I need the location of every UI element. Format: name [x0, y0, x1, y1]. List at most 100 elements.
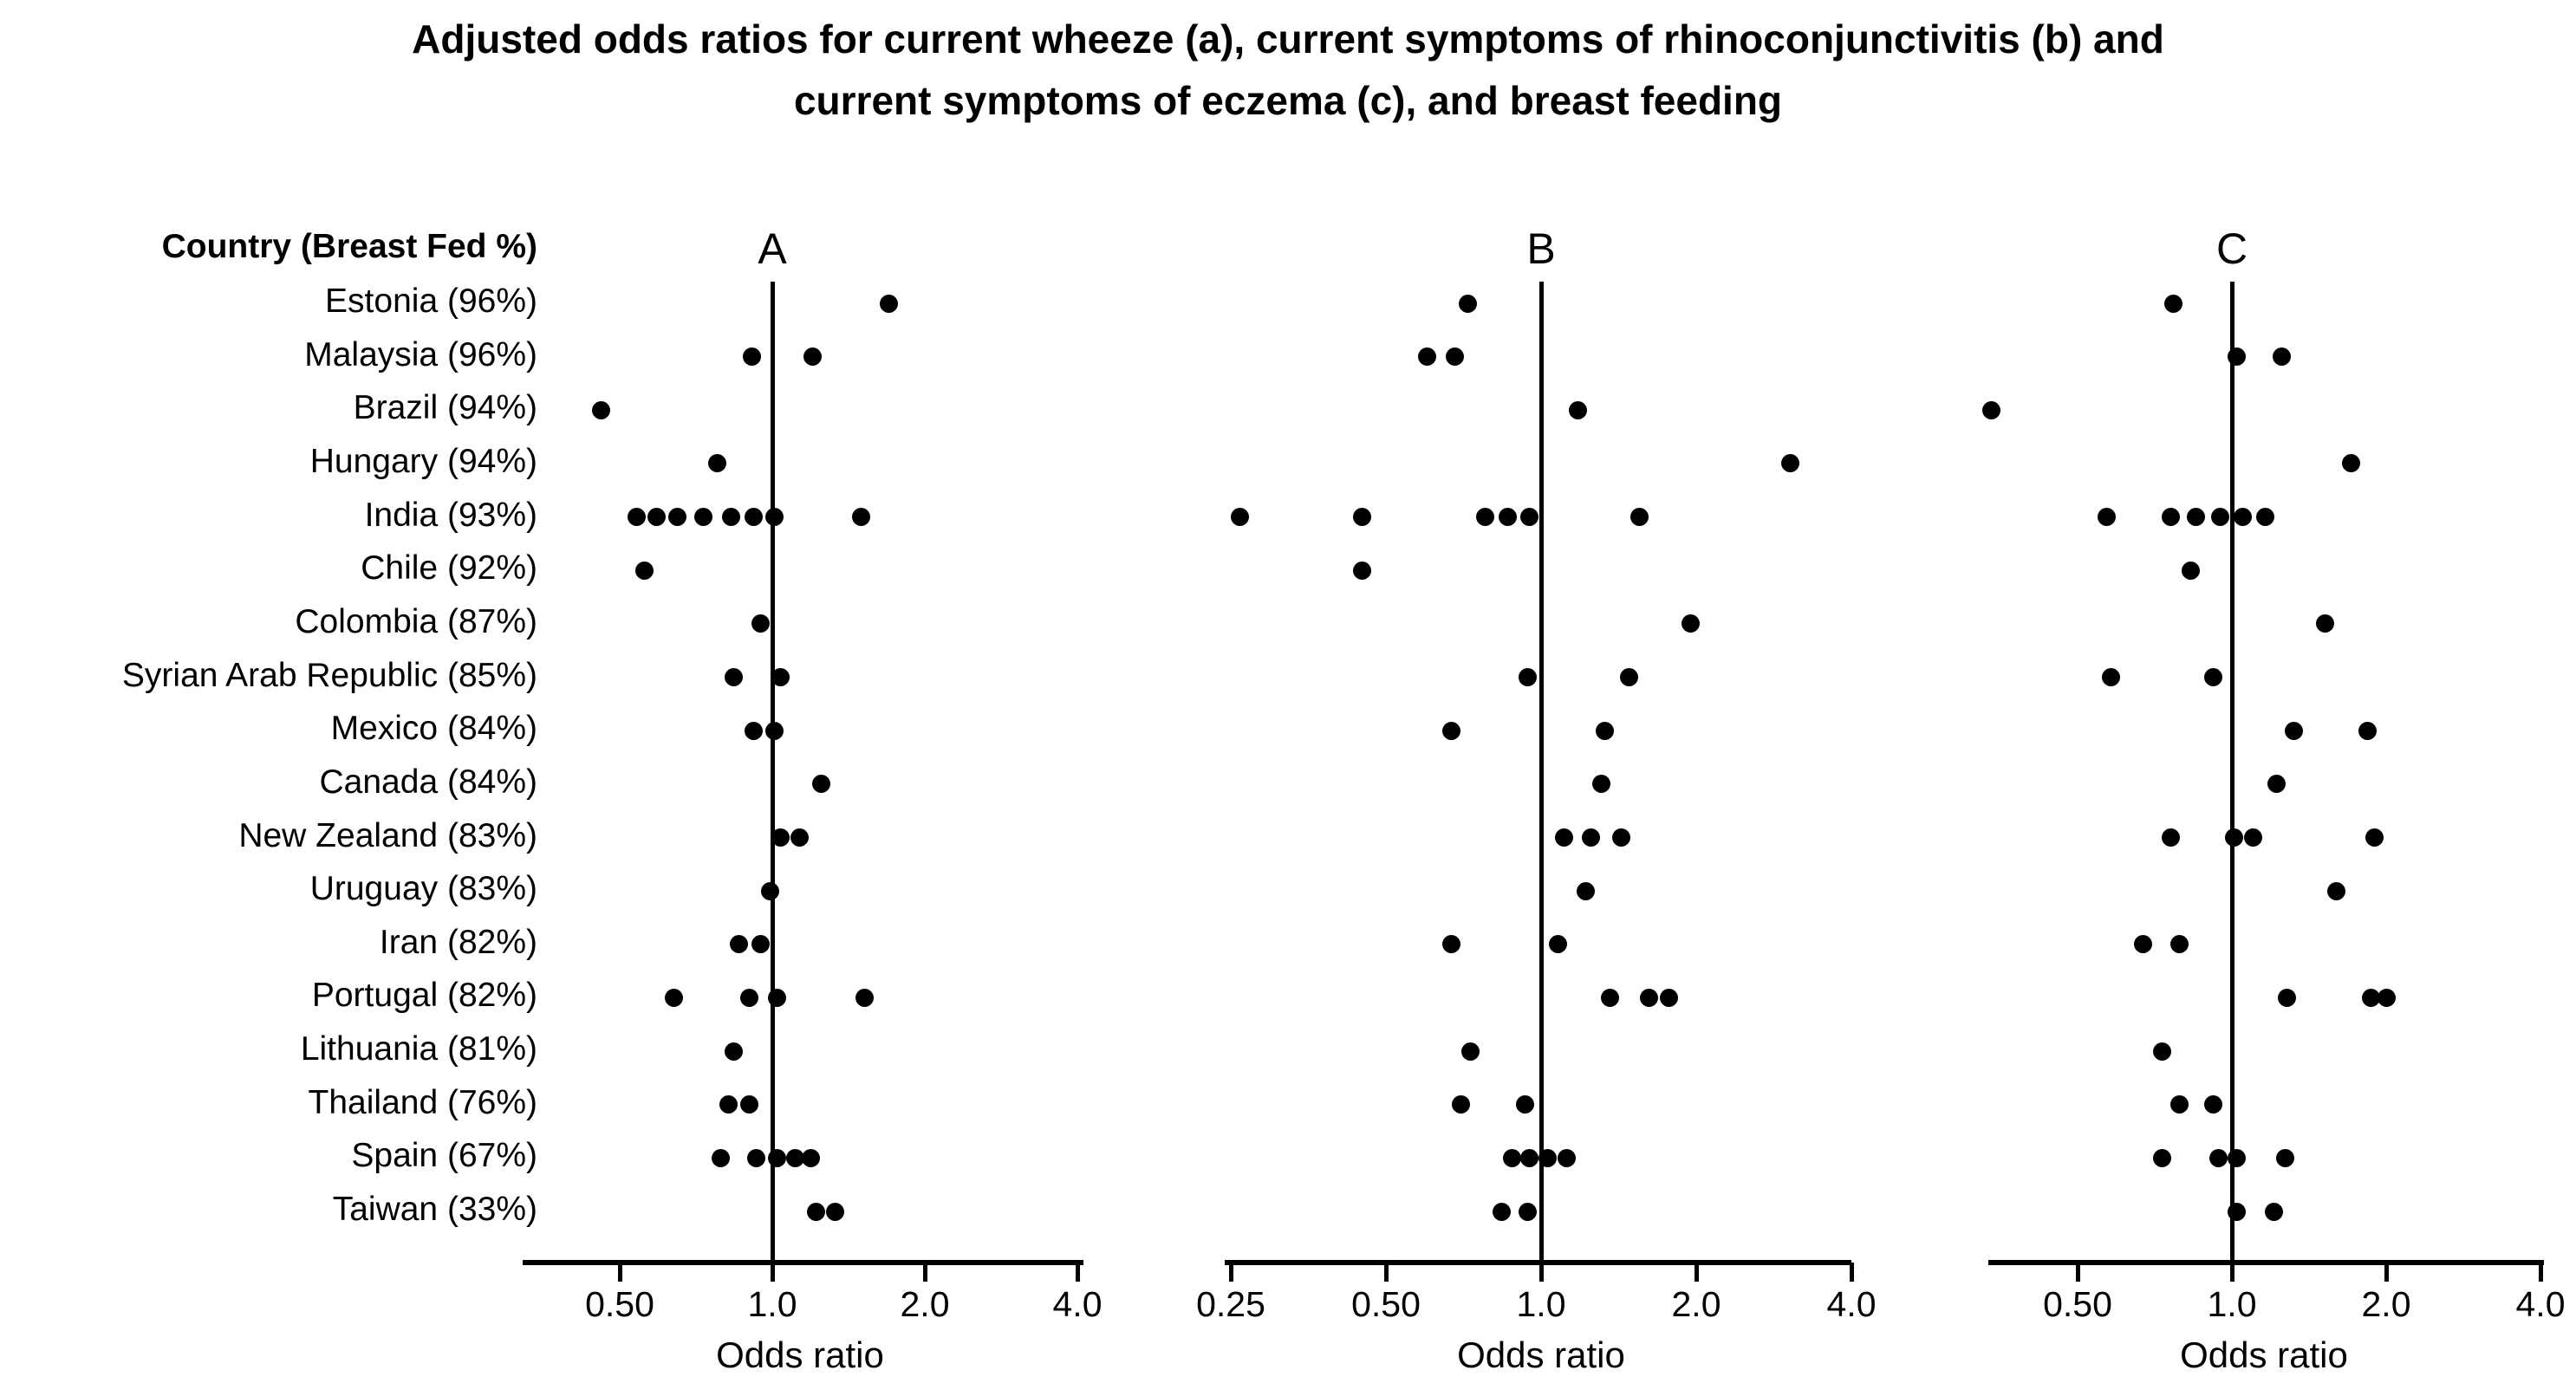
data-point [1515, 1095, 1534, 1114]
data-point [767, 1148, 786, 1167]
country-label: New Zealand (83%) [238, 816, 537, 854]
x-axis-tick [1850, 1263, 1854, 1282]
data-point [785, 1148, 804, 1167]
data-point [2234, 508, 2253, 527]
x-axis-tick [2230, 1263, 2234, 1282]
data-point [719, 1095, 738, 1114]
panel-letter-b: B [1526, 224, 1556, 273]
data-point [2365, 828, 2384, 847]
data-point [771, 828, 790, 847]
country-label: Chile (92%) [361, 549, 537, 588]
country-label: Colombia (87%) [295, 602, 537, 640]
data-point [2101, 668, 2120, 687]
data-point [2211, 508, 2230, 527]
data-point [1461, 1042, 1480, 1061]
data-point [739, 1095, 758, 1114]
reference-line-or-1 [2230, 282, 2234, 1263]
data-point [2152, 1042, 2171, 1061]
data-point [2284, 721, 2303, 740]
x-axis-tick-label: 2.0 [900, 1284, 950, 1324]
data-point [693, 508, 712, 527]
data-point [1538, 1148, 1558, 1167]
data-point [1518, 1202, 1537, 1221]
data-point [2377, 988, 2396, 1007]
data-point [1681, 614, 1700, 633]
data-point [1555, 828, 1574, 847]
x-axis-tick [1076, 1263, 1080, 1282]
x-axis-tick-label: 2.0 [2361, 1284, 2411, 1324]
data-point [2133, 935, 2152, 954]
country-label: Syrian Arab Republic (85%) [121, 656, 537, 694]
x-axis-tick [2384, 1263, 2389, 1282]
data-point [790, 828, 809, 847]
data-point [765, 721, 784, 740]
figure-title-line1: Adjusted odds ratios for current wheeze … [412, 16, 2164, 62]
x-axis-line [523, 1260, 1083, 1265]
data-point [2186, 508, 2205, 527]
data-point [1353, 561, 1372, 580]
country-label: India (93%) [364, 496, 537, 534]
data-point [812, 775, 831, 794]
data-point [2169, 1095, 2189, 1114]
data-point [801, 1148, 820, 1167]
country-label: Malaysia (96%) [304, 335, 537, 373]
data-point [1659, 988, 1678, 1007]
data-point [2227, 1202, 2246, 1221]
data-point [2342, 454, 2361, 473]
data-point [1592, 775, 1611, 794]
data-point [2204, 1095, 2223, 1114]
data-point [1640, 988, 1659, 1007]
x-axis-title: Odds ratio [2180, 1334, 2348, 1375]
reference-line-or-1 [771, 282, 775, 1263]
country-label: Estonia (96%) [325, 282, 537, 320]
country-label: Thailand (76%) [308, 1083, 537, 1121]
data-point [1498, 508, 1517, 527]
data-point [803, 347, 822, 367]
data-point [880, 294, 899, 313]
data-point [722, 508, 741, 527]
country-label: Brazil (94%) [353, 389, 537, 427]
data-point [1557, 1148, 1576, 1167]
data-point [2277, 988, 2296, 1007]
data-point [725, 668, 744, 687]
x-axis-tick [618, 1263, 622, 1282]
country-label: Portugal (82%) [311, 977, 537, 1015]
data-point [1230, 508, 1249, 527]
data-point [592, 400, 611, 419]
x-axis-tick-label: 1.0 [1516, 1284, 1566, 1324]
panel-letter-a: A [758, 224, 787, 273]
row-header: Country (Breast Fed %) [161, 228, 537, 265]
data-point [2225, 828, 2244, 847]
country-label: Uruguay (83%) [309, 870, 537, 908]
data-point [647, 508, 666, 527]
data-point [2227, 1148, 2246, 1167]
x-axis-tick [1229, 1263, 1233, 1282]
data-point [2181, 561, 2200, 580]
x-axis-tick-label: 1.0 [2207, 1284, 2257, 1324]
country-label: Iran (82%) [379, 923, 537, 961]
data-point [2227, 347, 2246, 367]
x-axis-title: Odds ratio [716, 1334, 884, 1375]
x-axis-tick-label: 2.0 [1671, 1284, 1721, 1324]
x-axis-tick-label: 0.50 [1351, 1284, 1421, 1324]
data-point [1417, 347, 1436, 367]
data-point [635, 561, 654, 580]
data-point [1596, 721, 1615, 740]
x-axis-line [1225, 1260, 1851, 1265]
data-point [2098, 508, 2117, 527]
country-label: Mexico (84%) [330, 710, 537, 748]
data-point [745, 508, 764, 527]
data-point [742, 347, 761, 367]
data-point [2316, 614, 2335, 633]
data-point [2162, 828, 2181, 847]
data-point [730, 935, 749, 954]
x-axis-tick-label: 4.0 [2515, 1284, 2566, 1324]
data-point [1549, 935, 1568, 954]
data-point [2265, 1202, 2284, 1221]
data-point [1576, 881, 1595, 900]
data-point [2152, 1148, 2171, 1167]
country-label: Lithuania (81%) [300, 1030, 537, 1068]
country-label: Taiwan (33%) [332, 1191, 537, 1229]
data-point [1520, 508, 1539, 527]
